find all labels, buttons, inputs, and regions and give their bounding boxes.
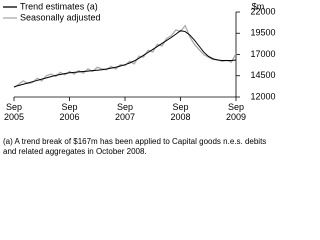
chart: $m 12000 14500 17000 19500 22000 Trend estima…	[3, 1, 276, 101]
y-tick-label: 17000	[250, 49, 275, 59]
legend-label: Seasonally adjusted	[20, 12, 101, 22]
series-line	[13, 30, 237, 88]
y-tick-label: 12000	[250, 91, 275, 101]
y-tick-label: 14500	[250, 70, 275, 80]
page: $m 12000 14500 17000 19500 22000 Trend estima…	[3, 1, 276, 156]
y-tick-label: 19500	[250, 28, 275, 38]
x-tick-label: Sep 2008	[170, 102, 191, 122]
x-tick-label: Sep 2006	[59, 102, 80, 122]
x-tick-label: Sep 2005	[3, 102, 25, 122]
y-tick-label: 22000	[250, 6, 275, 16]
x-tick-label: Sep 2007	[114, 102, 136, 122]
legend-label: Trend estimates (a)	[20, 1, 98, 11]
footnote: (a) A trend break of $167m has been appl…	[3, 137, 267, 156]
series-line	[13, 24, 237, 89]
y-axis-label: $m	[252, 1, 265, 11]
x-tick-label: Sep 2009	[225, 102, 247, 122]
